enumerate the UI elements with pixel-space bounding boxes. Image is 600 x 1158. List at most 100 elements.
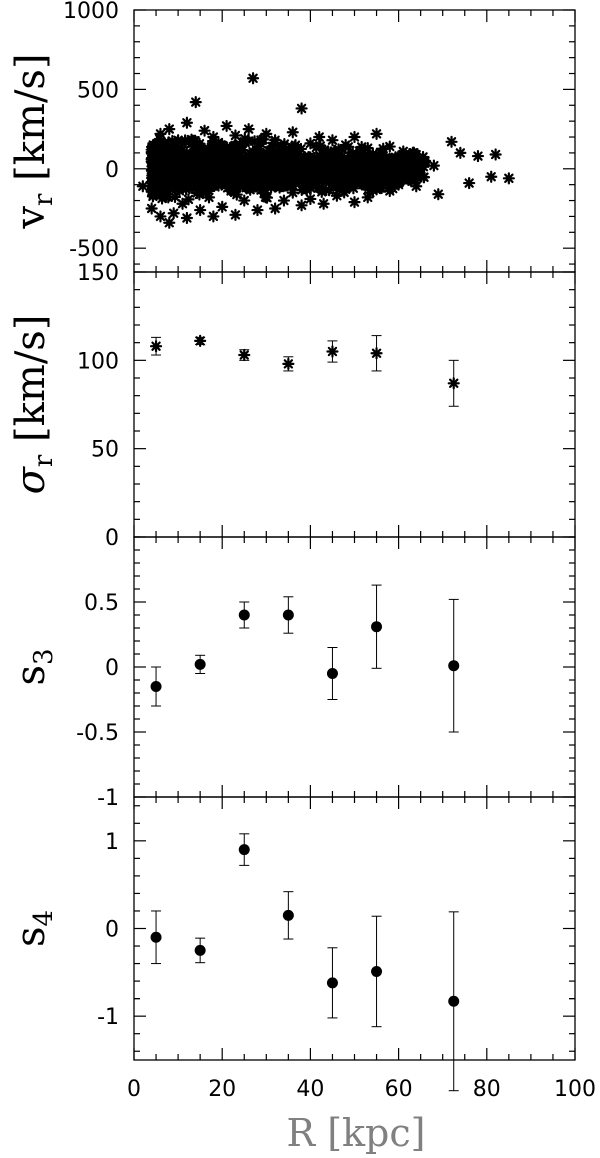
data-point: [180, 211, 194, 225]
panel-s4: 1 0 -1 0 20 40 60 80 100 s4: [8, 796, 596, 1102]
panel-s3-ticks: 0.5 0 -0.5 -1: [76, 536, 576, 811]
data-point: [149, 340, 163, 353]
data-point: [206, 134, 220, 148]
data-point: [313, 130, 326, 144]
data-point: [335, 150, 349, 163]
data-point: [342, 140, 355, 153]
panel-vr-ytick-label: -500: [69, 237, 119, 262]
panel-vr-ytick-label: 1000: [63, 0, 119, 24]
data-point: [238, 844, 250, 856]
data-point: [288, 164, 301, 177]
data-point: [269, 202, 282, 215]
data-point: [154, 210, 167, 223]
panel-s3-points: [150, 584, 460, 733]
data-point: [448, 660, 460, 672]
data-point: [371, 621, 383, 633]
xtick-label: 20: [208, 1077, 236, 1102]
data-point: [238, 609, 250, 621]
data-point: [216, 200, 229, 213]
data-point: [299, 180, 312, 193]
data-point: [271, 164, 284, 178]
panel-sigma-ticks: 150 100 50 0: [77, 261, 576, 551]
panel-vr-ytick-label: 500: [77, 78, 119, 103]
data-point: [297, 169, 310, 182]
data-point: [400, 158, 413, 171]
data-point: [370, 127, 383, 140]
data-point: [282, 151, 296, 164]
panel-s3-ytick-label: 0: [105, 656, 119, 681]
data-point: [485, 170, 498, 183]
data-point: [348, 130, 361, 144]
data-point: [194, 203, 207, 217]
data-point: [295, 199, 308, 212]
data-point: [282, 909, 294, 921]
data-point: [194, 658, 206, 670]
data-point: [445, 135, 458, 148]
data-point: [163, 122, 176, 136]
data-point: [363, 186, 377, 199]
data-point: [366, 171, 379, 184]
panel-vr: 1000 500 0 -500 vr [km/s]: [8, 0, 576, 273]
data-point: [150, 931, 162, 943]
xtick-label: 100: [554, 1077, 596, 1102]
data-point: [371, 965, 383, 977]
data-point: [219, 176, 233, 189]
data-point: [194, 334, 207, 347]
panel-s4-ytick-label: 0: [105, 918, 119, 943]
data-point: [286, 126, 299, 139]
panel-sigma-points: [149, 334, 460, 407]
data-point: [326, 668, 338, 679]
panel-sigma-ytick-label: 150: [77, 261, 119, 286]
panel-s4-ytick-label: 1: [105, 830, 119, 855]
data-point: [158, 179, 171, 192]
data-point: [447, 377, 460, 390]
panel-vr-points: [136, 72, 515, 229]
panel-sigma-frame: [133, 271, 576, 538]
panel-s4-ticks: 1 0 -1 0 20 40 60 80 100: [97, 797, 596, 1102]
data-point: [454, 146, 467, 160]
data-point: [432, 188, 445, 201]
data-point: [325, 150, 338, 163]
data-point: [448, 995, 460, 1007]
data-point: [344, 177, 358, 191]
data-point: [246, 72, 260, 85]
data-point: [370, 347, 383, 360]
data-point: [285, 178, 299, 192]
data-point: [194, 944, 206, 956]
data-point: [181, 170, 194, 183]
data-point: [317, 197, 330, 210]
data-point: [348, 160, 361, 174]
data-point: [159, 190, 172, 204]
data-point: [242, 134, 255, 148]
data-point: [266, 178, 280, 191]
panel-s3-ylabel: s3: [8, 648, 59, 685]
data-point: [170, 163, 183, 177]
data-point: [145, 202, 158, 215]
data-point: [242, 122, 255, 136]
panel-s4-ylabel: s4: [8, 910, 59, 947]
panel-s4-ytick-label: -1: [97, 1005, 119, 1030]
data-point: [231, 175, 244, 188]
data-point: [243, 168, 256, 181]
data-point: [198, 124, 211, 137]
data-point: [502, 172, 515, 185]
data-point: [206, 180, 219, 193]
data-point: [159, 170, 172, 183]
panel-sigma-ytick-label: 50: [91, 438, 119, 463]
panel-s3-ytick-label: 0.5: [84, 591, 119, 616]
xtick-label: 80: [473, 1077, 501, 1102]
data-point: [471, 149, 485, 163]
panel-s4-frame: [133, 796, 576, 1061]
xtick-label: 60: [385, 1077, 413, 1102]
data-point: [333, 162, 346, 175]
data-point: [167, 207, 180, 220]
panel-sigma-ylabel: σr [km/s]: [8, 315, 59, 495]
data-point: [377, 142, 390, 155]
data-point: [282, 357, 295, 370]
data-point: [179, 135, 192, 148]
data-point: [263, 162, 276, 175]
data-point: [412, 157, 425, 170]
data-point: [326, 134, 339, 147]
data-point: [254, 184, 268, 197]
data-point: [294, 142, 308, 156]
